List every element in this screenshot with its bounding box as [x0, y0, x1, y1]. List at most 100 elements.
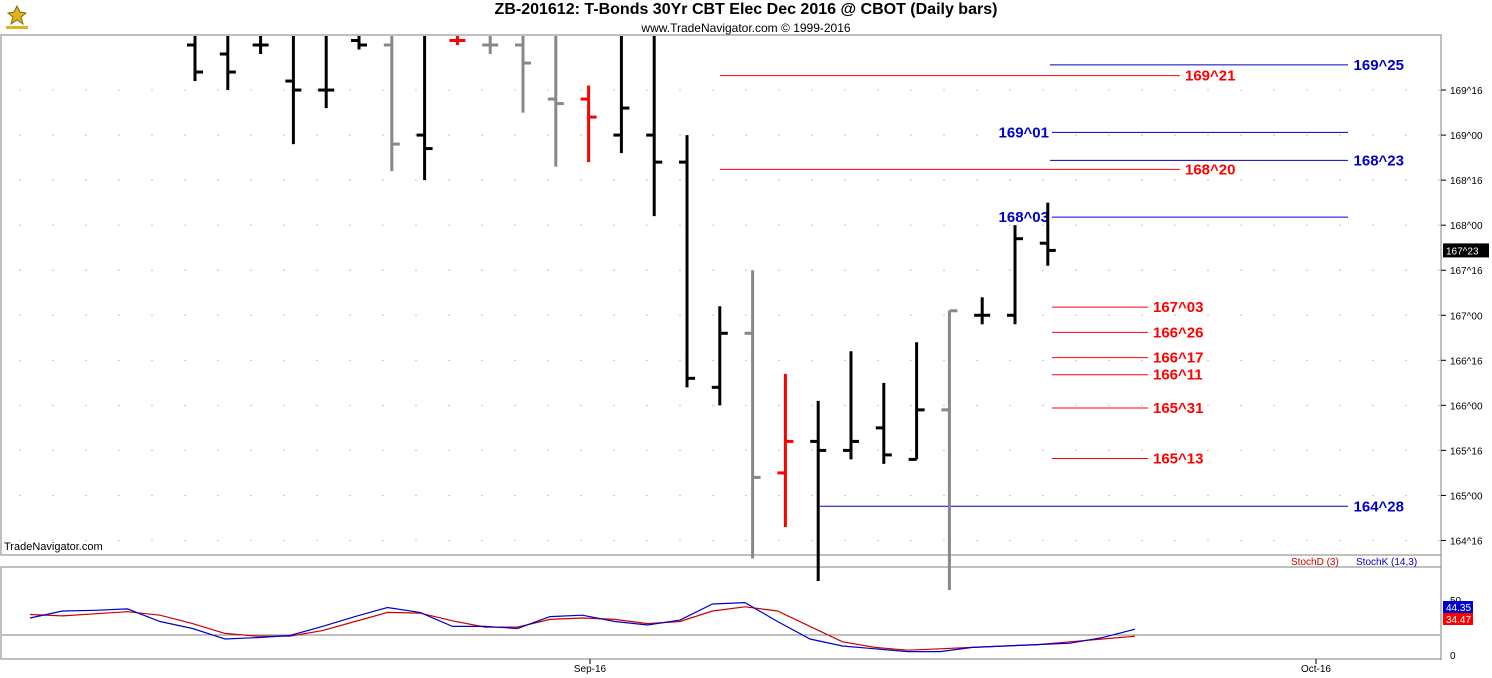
- grid-dot: [877, 359, 879, 361]
- ohlc-bar: [285, 36, 302, 145]
- grid-dot: [580, 134, 582, 136]
- grid-dot: [1009, 89, 1011, 91]
- grid-dot: [217, 494, 219, 497]
- ohlc-bar: [941, 309, 958, 591]
- grid-dot: [1108, 269, 1110, 271]
- grid-dot: [613, 224, 615, 226]
- grid-dot: [448, 539, 450, 542]
- grid-dot: [547, 449, 549, 451]
- ohlc-bar: [974, 297, 991, 325]
- grid-dot: [1405, 449, 1407, 451]
- grid-dot: [382, 89, 384, 91]
- grid-dot: [613, 89, 615, 91]
- grid-dot: [283, 404, 285, 406]
- grid-dot: [184, 494, 186, 497]
- grid-dot: [712, 269, 714, 271]
- grid-dot: [778, 314, 780, 316]
- grid-dot: [1207, 359, 1209, 361]
- grid-dot: [547, 134, 549, 136]
- grid-dot: [1042, 539, 1044, 542]
- grid-dot: [811, 269, 813, 271]
- grid-dot: [712, 134, 714, 136]
- grid-dot: [184, 224, 186, 226]
- grid-dot: [943, 404, 945, 406]
- grid-dot: [349, 404, 351, 406]
- level-label: 165^13: [1153, 451, 1203, 468]
- grid-dot: [1141, 179, 1143, 181]
- grid-dot: [1306, 359, 1308, 361]
- grid-dot: [118, 539, 120, 542]
- grid-dot: [151, 179, 153, 181]
- grid-dot: [481, 269, 483, 271]
- grid-dot: [1009, 449, 1011, 451]
- grid-dot: [415, 359, 417, 361]
- grid-dot: [1207, 314, 1209, 316]
- grid-dot: [646, 179, 648, 181]
- grid-dot: [1405, 404, 1407, 406]
- grid-dot: [910, 404, 912, 406]
- grid-dot: [514, 449, 516, 451]
- grid-dot: [1339, 539, 1341, 542]
- grid-dot: [1141, 224, 1143, 226]
- grid-dot: [646, 314, 648, 316]
- grid-dot: [1141, 494, 1143, 497]
- grid-dot: [976, 494, 978, 497]
- grid-dot: [1009, 404, 1011, 406]
- grid-dot: [613, 359, 615, 361]
- grid-dot: [712, 314, 714, 316]
- grid-dot: [448, 224, 450, 226]
- grid-dot: [1273, 404, 1275, 406]
- grid-dot: [976, 224, 978, 226]
- grid-dot: [679, 134, 681, 136]
- grid-dot: [1306, 314, 1308, 316]
- grid-dot: [1372, 89, 1374, 91]
- grid-dot: [1042, 494, 1044, 497]
- grid-dot: [844, 179, 846, 181]
- grid-dot: [547, 224, 549, 226]
- grid-dot: [85, 89, 87, 91]
- stochd-value: 34.47: [1446, 615, 1471, 626]
- grid-dot: [1174, 449, 1176, 451]
- grid-dot: [910, 179, 912, 181]
- level-label: 169^01: [999, 124, 1049, 141]
- grid-dot: [514, 179, 516, 181]
- grid-dot: [481, 404, 483, 406]
- grid-dot: [943, 449, 945, 451]
- grid-dot: [448, 179, 450, 181]
- grid-dot: [1339, 269, 1341, 271]
- grid-dot: [19, 404, 21, 406]
- ohlc-bar: [482, 36, 499, 55]
- grid-dot: [415, 539, 417, 542]
- grid-dot: [976, 179, 978, 181]
- grid-dot: [514, 494, 516, 497]
- level-label: 167^03: [1153, 299, 1203, 316]
- grid-dot: [1405, 269, 1407, 271]
- grid-dot: [976, 134, 978, 136]
- grid-dot: [415, 449, 417, 451]
- price-tick-label: 165^00: [1450, 491, 1483, 502]
- ohlc-bar: [187, 36, 203, 82]
- grid-dot: [1009, 359, 1011, 361]
- stochk-value: 44.35: [1446, 603, 1471, 614]
- grid-dot: [1240, 404, 1242, 406]
- stochd-legend: StochD (3): [1291, 557, 1339, 568]
- grid-dot: [1438, 314, 1440, 316]
- grid-dot: [778, 269, 780, 271]
- grid-dot: [1405, 224, 1407, 226]
- grid-dot: [943, 89, 945, 91]
- grid-dot: [1075, 269, 1077, 271]
- grid-dot: [1174, 224, 1176, 226]
- grid-dot: [481, 359, 483, 361]
- grid-dot: [778, 224, 780, 226]
- grid-dot: [250, 134, 252, 136]
- grid-dot: [184, 359, 186, 361]
- grid-dot: [547, 404, 549, 406]
- grid-dot: [1108, 359, 1110, 361]
- grid-dot: [580, 404, 582, 406]
- grid-dot: [1207, 269, 1209, 271]
- grid-dot: [184, 449, 186, 451]
- grid-dot: [382, 449, 384, 451]
- grid-dot: [118, 359, 120, 361]
- grid-dot: [217, 179, 219, 181]
- grid-dot: [910, 224, 912, 226]
